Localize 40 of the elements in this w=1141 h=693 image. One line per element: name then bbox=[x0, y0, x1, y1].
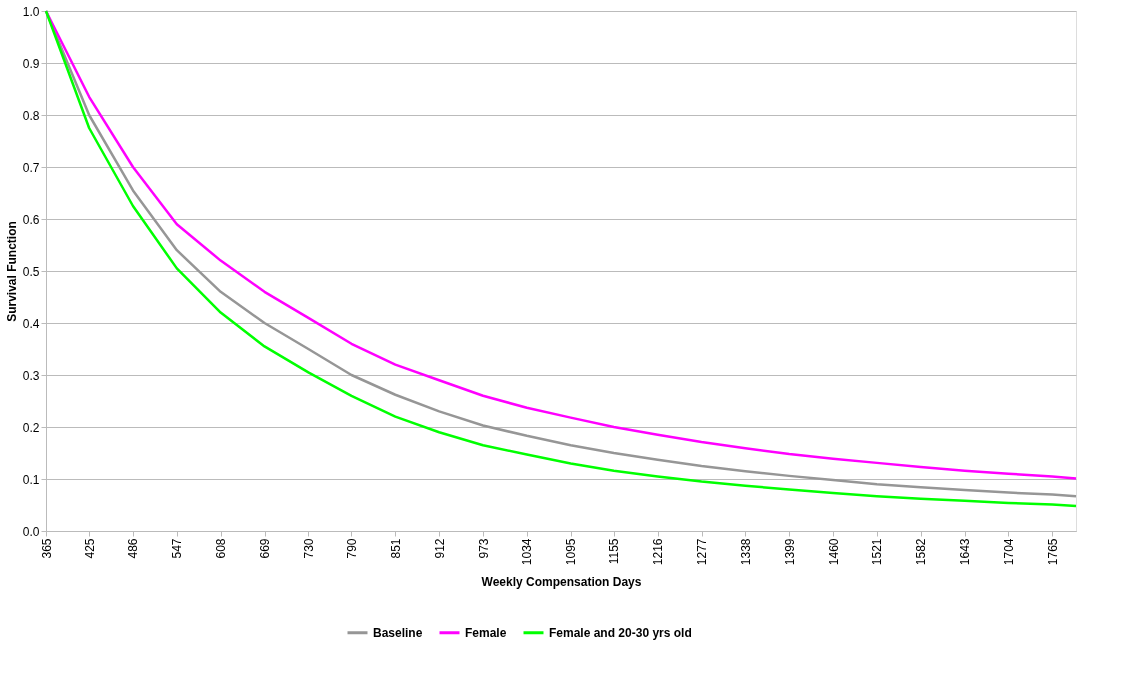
x-tick-label: 486 bbox=[126, 538, 141, 559]
y-tick-label: 0.0 bbox=[22, 524, 40, 539]
x-tick-label: 790 bbox=[344, 538, 359, 559]
x-tick-label: 669 bbox=[258, 538, 273, 559]
x-tick-label: 1338 bbox=[738, 538, 753, 566]
legend-label: Baseline bbox=[373, 625, 423, 640]
x-tick-label: 425 bbox=[82, 538, 97, 559]
y-tick-label: 1.0 bbox=[22, 4, 40, 19]
y-tick-label: 0.3 bbox=[22, 368, 40, 383]
x-tick-label: 730 bbox=[301, 538, 316, 559]
x-tick-label: 1399 bbox=[782, 538, 797, 566]
x-tick-label: 1460 bbox=[826, 538, 841, 566]
y-tick-label: 0.6 bbox=[22, 212, 40, 227]
y-tick-label: 0.4 bbox=[22, 316, 40, 331]
x-tick-label: 1155 bbox=[607, 538, 622, 565]
y-axis-title: Survival Function bbox=[4, 221, 19, 322]
y-tick-label: 0.7 bbox=[22, 160, 40, 175]
x-tick-label: 1643 bbox=[958, 538, 973, 566]
x-axis-title: Weekly Compensation Days bbox=[481, 575, 642, 590]
x-tick-label: 1521 bbox=[870, 538, 885, 566]
legend-label: Female and 20-30 yrs old bbox=[549, 625, 692, 640]
x-tick-label: 973 bbox=[476, 538, 491, 559]
x-tick-label: 365 bbox=[39, 538, 54, 559]
legend-label: Female bbox=[465, 625, 507, 640]
x-tick-label: 851 bbox=[388, 538, 403, 559]
y-tick-label: 0.1 bbox=[22, 472, 40, 487]
x-tick-label: 1095 bbox=[564, 538, 579, 566]
x-tick-label: 912 bbox=[432, 538, 447, 559]
x-tick-label: 1034 bbox=[520, 538, 535, 566]
x-tick-label: 1216 bbox=[651, 538, 666, 566]
x-tick-label: 547 bbox=[170, 538, 185, 559]
x-tick-label: 1582 bbox=[914, 538, 929, 566]
y-tick-label: 0.8 bbox=[22, 108, 40, 123]
y-tick-label: 0.2 bbox=[22, 420, 40, 435]
y-tick-label: 0.9 bbox=[22, 56, 40, 71]
x-tick-label: 1765 bbox=[1045, 538, 1060, 566]
x-tick-label: 1277 bbox=[695, 538, 710, 566]
x-tick-label: 1704 bbox=[1001, 538, 1016, 566]
x-tick-label: 608 bbox=[214, 538, 229, 559]
y-tick-label: 0.5 bbox=[22, 264, 40, 279]
